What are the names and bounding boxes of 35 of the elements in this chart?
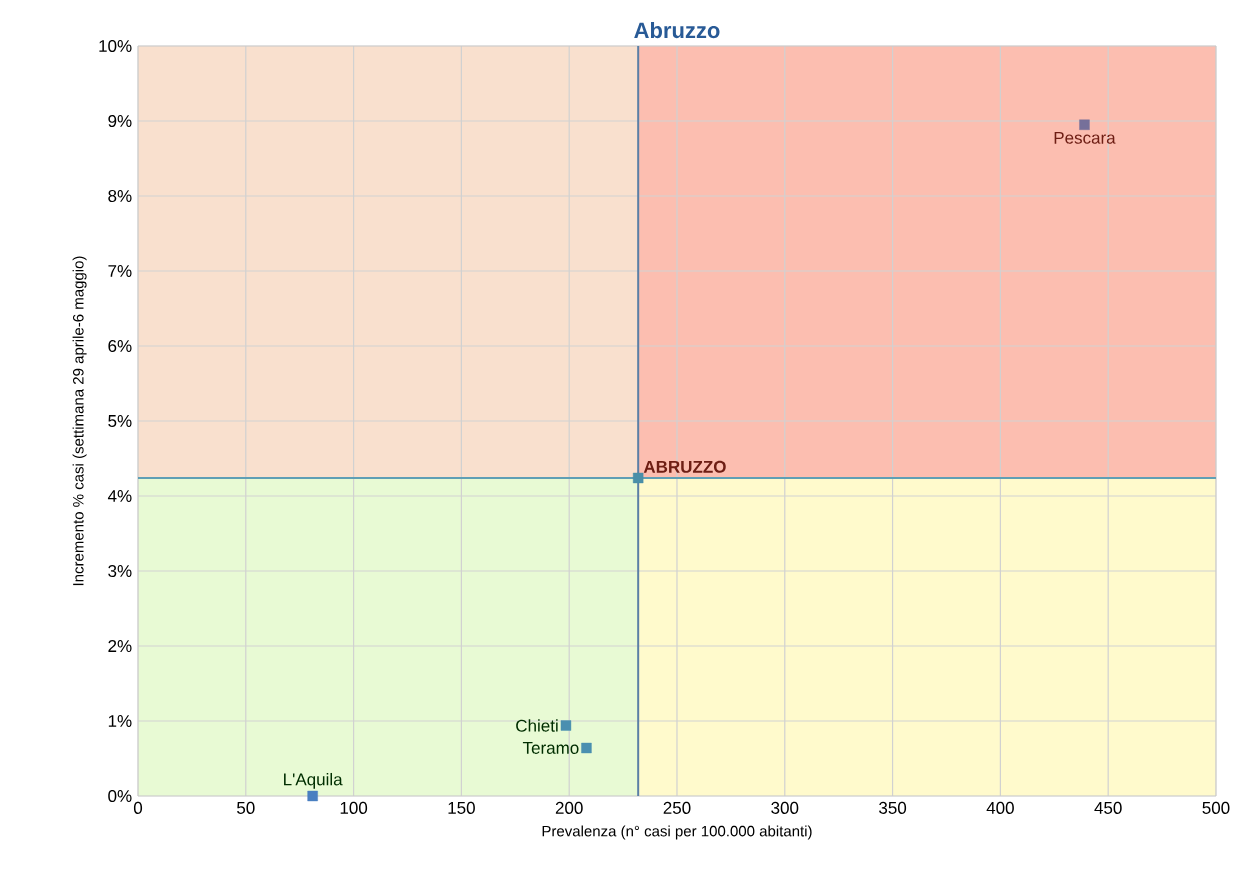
y-tick-label: 4% <box>107 490 132 502</box>
y-tick-label: 3% <box>108 564 132 578</box>
series-label: Teramo <box>522 742 579 754</box>
x-tick-label: 350 <box>879 801 907 814</box>
y-tick-label: 9% <box>108 114 132 128</box>
x-tick-label: 300 <box>771 801 799 814</box>
y-axis-title: Incremento % casi (settimana 29 aprile-6 maggio) <box>72 256 87 586</box>
point <box>560 720 572 731</box>
x-tick-label: 50 <box>237 801 255 814</box>
series-label: Chieti <box>516 719 558 732</box>
y-tick-label: 8% <box>108 189 132 203</box>
chart-title: Abruzzo <box>634 21 720 39</box>
y-tick-label: 0% <box>108 789 132 803</box>
y-tick-label: 2% <box>108 640 132 652</box>
point <box>307 790 318 802</box>
x-tick-label: 400 <box>986 801 1014 814</box>
y-tick-label: 5% <box>108 415 132 427</box>
x-tick-label: 100 <box>340 801 368 814</box>
x-tick-label: 200 <box>555 801 583 814</box>
point <box>1079 119 1090 130</box>
y-tick-label: 1% <box>108 715 132 727</box>
y-tick-label: 10% <box>99 39 132 53</box>
x-tick-label: 150 <box>448 801 475 814</box>
x-tick-label: 250 <box>663 801 691 814</box>
x-tick-label: 450 <box>1094 801 1122 814</box>
x-tick-label: 0 <box>133 801 143 814</box>
point <box>632 472 644 484</box>
point <box>581 742 592 754</box>
y-tick-label: 7% <box>108 265 132 277</box>
series-label: ABRUZZO <box>643 460 726 473</box>
series-label: L'Aquila <box>284 772 343 789</box>
y-tick-label: 6% <box>108 339 132 353</box>
series-label: Pescara <box>1054 131 1116 144</box>
x-tick-label: 500 <box>1202 801 1230 814</box>
x-axis-title: Prevalenza (n° casi per 100.000 abitanti) <box>542 825 812 840</box>
